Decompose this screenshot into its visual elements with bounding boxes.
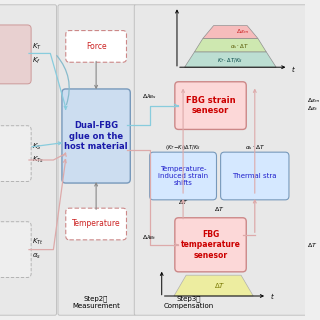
Text: $K_{Tt}$: $K_{Tt}$ bbox=[32, 236, 44, 247]
FancyBboxPatch shape bbox=[134, 5, 307, 315]
Text: $\alpha_s \cdot \Delta T$: $\alpha_s \cdot \Delta T$ bbox=[244, 143, 265, 152]
Text: FBG strain
senesor: FBG strain senesor bbox=[186, 96, 235, 115]
Text: Force: Force bbox=[86, 42, 107, 51]
FancyBboxPatch shape bbox=[58, 5, 136, 315]
Text: $\Delta T$: $\Delta T$ bbox=[214, 281, 226, 290]
FancyBboxPatch shape bbox=[175, 82, 246, 130]
FancyBboxPatch shape bbox=[66, 208, 126, 240]
Text: $\Delta\lambda_{Bs}$: $\Delta\lambda_{Bs}$ bbox=[142, 92, 157, 101]
Text: $K_T$: $K_T$ bbox=[32, 41, 42, 52]
Polygon shape bbox=[174, 275, 253, 296]
Text: $K_T \cdot \Delta T / K_S$: $K_T \cdot \Delta T / K_S$ bbox=[218, 56, 243, 65]
Text: Dual-FBG
glue on the
host material: Dual-FBG glue on the host material bbox=[64, 121, 128, 151]
FancyBboxPatch shape bbox=[66, 31, 126, 62]
FancyBboxPatch shape bbox=[62, 89, 130, 183]
FancyBboxPatch shape bbox=[220, 152, 289, 200]
Text: $\Delta T$: $\Delta T$ bbox=[178, 197, 188, 206]
Text: $\Delta T$: $\Delta T$ bbox=[307, 241, 317, 249]
FancyBboxPatch shape bbox=[150, 152, 217, 200]
Text: $t$: $t$ bbox=[292, 64, 296, 74]
Text: $\Delta\varepsilon_t$: $\Delta\varepsilon_t$ bbox=[307, 104, 318, 113]
FancyBboxPatch shape bbox=[175, 218, 246, 272]
FancyBboxPatch shape bbox=[0, 126, 31, 181]
Text: $\Delta T$: $\Delta T$ bbox=[214, 205, 224, 213]
Text: FBG
tempaerature
senesor: FBG tempaerature senesor bbox=[180, 230, 241, 260]
Polygon shape bbox=[185, 52, 276, 67]
Text: $\Delta\lambda_{Bt}$: $\Delta\lambda_{Bt}$ bbox=[142, 233, 157, 242]
Text: $t$: $t$ bbox=[270, 291, 275, 301]
Text: $\alpha_s \cdot \Delta T$: $\alpha_s \cdot \Delta T$ bbox=[230, 42, 249, 51]
Text: $(K_T\!-\!K_f)\Delta T/K_S$: $(K_T\!-\!K_f)\Delta T/K_S$ bbox=[165, 143, 201, 152]
FancyBboxPatch shape bbox=[0, 5, 56, 315]
Polygon shape bbox=[203, 26, 258, 38]
Text: Temperature: Temperature bbox=[72, 220, 120, 228]
Text: Temperature-
induced strain
shifts: Temperature- induced strain shifts bbox=[158, 166, 208, 186]
Text: Thermal stra: Thermal stra bbox=[233, 173, 277, 179]
Text: $K_f$: $K_f$ bbox=[32, 56, 41, 66]
FancyBboxPatch shape bbox=[0, 25, 31, 84]
Text: $\Delta\varepsilon_m$: $\Delta\varepsilon_m$ bbox=[236, 28, 249, 36]
Text: $\alpha_s$: $\alpha_s$ bbox=[32, 252, 41, 260]
Text: Step3：
Compensation: Step3： Compensation bbox=[164, 296, 214, 309]
Text: Step2：
Measurement: Step2： Measurement bbox=[72, 296, 120, 309]
Text: $K_S$: $K_S$ bbox=[32, 142, 42, 152]
Text: $K_{Ts}$: $K_{Ts}$ bbox=[32, 155, 44, 165]
Text: $\Delta\varepsilon_m$: $\Delta\varepsilon_m$ bbox=[307, 96, 320, 105]
Polygon shape bbox=[195, 38, 266, 52]
FancyBboxPatch shape bbox=[0, 222, 31, 277]
